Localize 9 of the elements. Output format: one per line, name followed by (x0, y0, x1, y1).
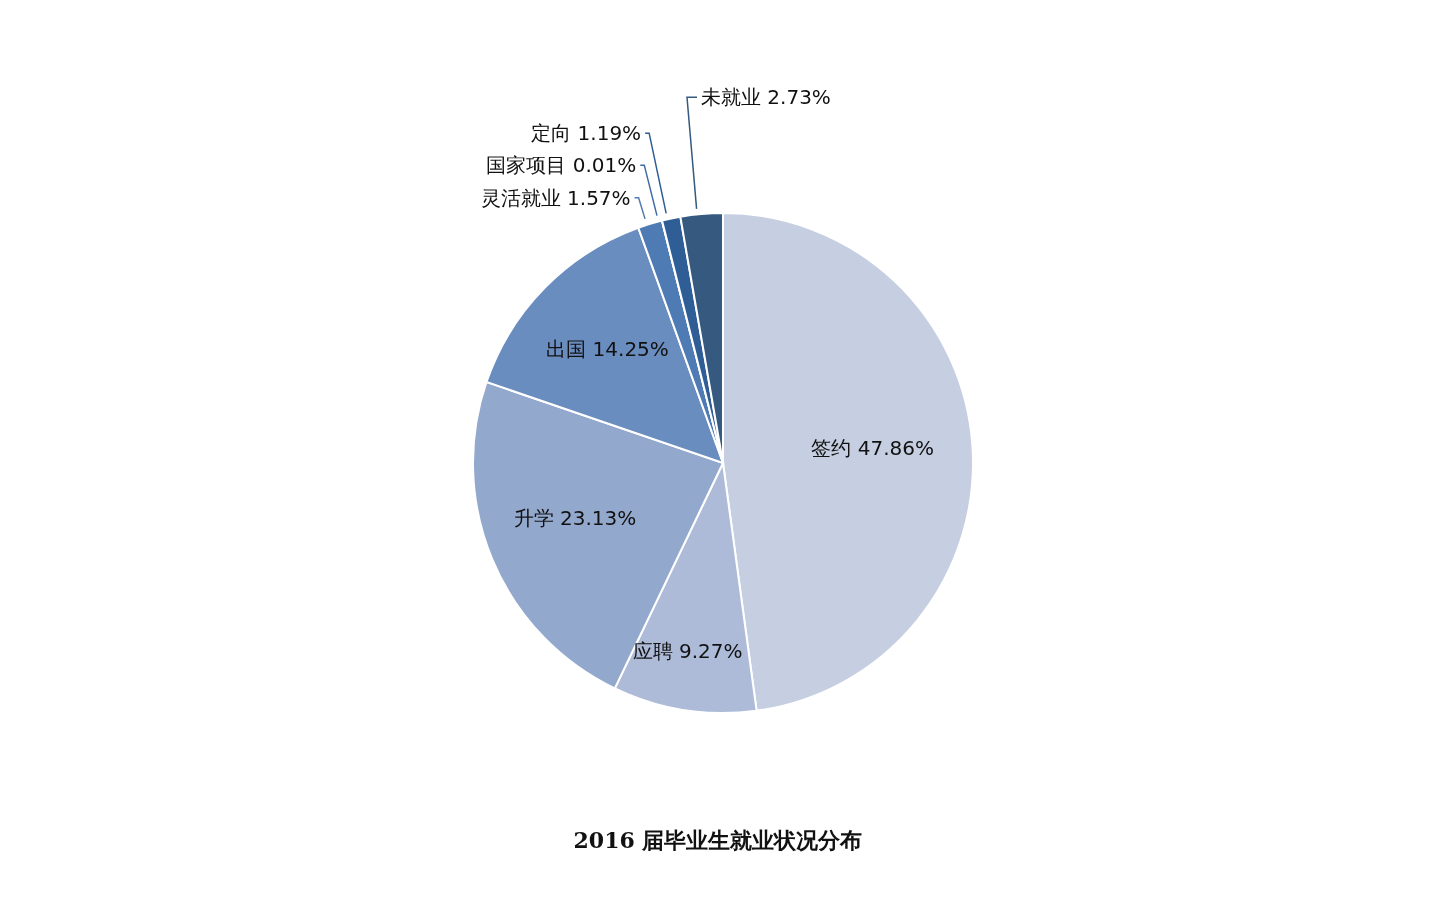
slice-label: 出国 14.25% (546, 337, 669, 362)
slice-label: 未就业 2.73% (700, 85, 831, 110)
text: 2016 届毕业生就业状况分布 (573, 827, 863, 853)
slice-label: 国家项目 0.01% (486, 153, 637, 178)
slice-label: 应聘 9.27% (632, 638, 743, 663)
slice-label: 灵活就业 1.57% (480, 185, 631, 210)
slice-label: 升学 23.13% (513, 505, 637, 530)
slice-label: 定向 1.19% (531, 121, 642, 146)
slice-label: 签约 47.86% (811, 435, 934, 460)
